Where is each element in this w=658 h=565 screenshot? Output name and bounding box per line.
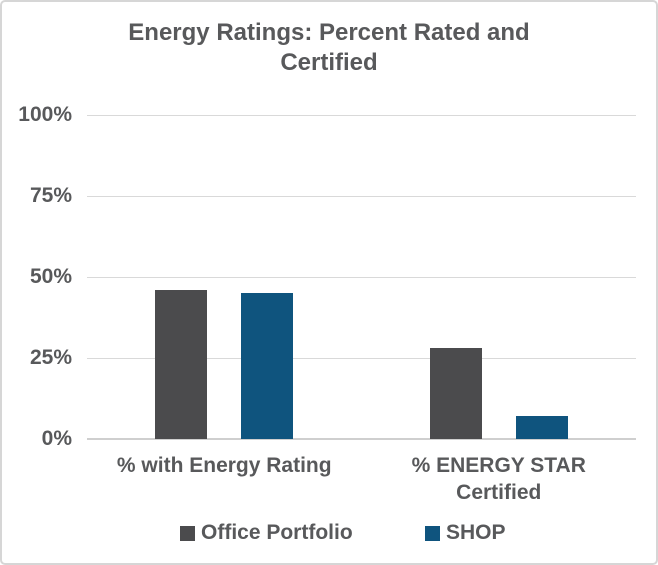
bar-shop-with-energy-rating — [241, 293, 294, 439]
chart-title-line-1: Energy Ratings: Percent Rated and — [128, 19, 530, 46]
bar-office-portfolio-energy-star-certified — [429, 348, 482, 439]
chart-title-line-2: Certified — [280, 49, 378, 76]
legend-item-office-portfolio: Office Portfolio — [180, 521, 353, 545]
gridline-100 — [87, 115, 636, 116]
y-tick-label-25: 25% — [29, 346, 72, 369]
y-tick-label-50: 50% — [29, 265, 72, 288]
legend-label-shop: SHOP — [446, 521, 506, 544]
legend-swatch-office-portfolio-icon — [180, 525, 195, 541]
gridline-50 — [87, 277, 636, 278]
gridline-75 — [87, 196, 636, 197]
gridline-25 — [87, 358, 636, 359]
y-tick-label-75: 75% — [29, 184, 72, 207]
legend-swatch-shop-icon — [425, 525, 440, 541]
category-label-energy-star-certified: % ENERGY STAR Certified — [411, 454, 586, 504]
chart-title: Energy Ratings: Percent Rated and Certif… — [2, 18, 656, 78]
bar-shop-energy-star-certified — [515, 416, 568, 439]
legend-label-office-portfolio: Office Portfolio — [201, 521, 353, 544]
y-tick-label-100: 100% — [18, 103, 72, 126]
legend-item-shop: SHOP — [425, 521, 506, 545]
bar-office-portfolio-with-energy-rating — [155, 289, 208, 439]
gridline-0 — [87, 438, 636, 440]
y-tick-label-0: 0% — [41, 427, 72, 450]
category-label-with-energy-rating: % with Energy Rating — [116, 454, 332, 477]
